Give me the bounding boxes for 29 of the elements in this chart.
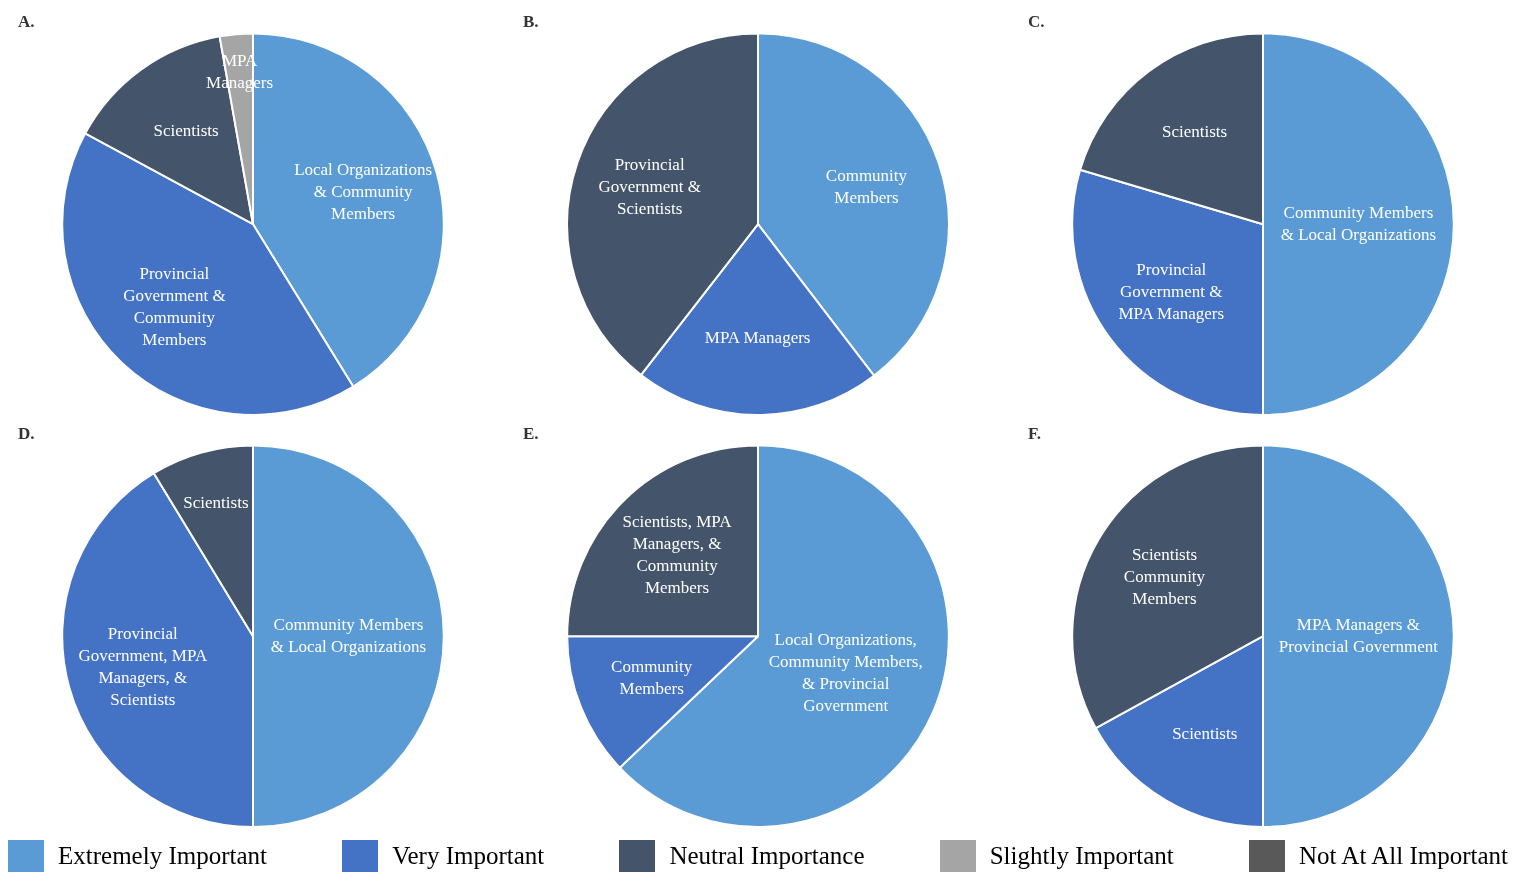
slice-label: Provincial Government & MPA Managers	[1118, 260, 1225, 324]
slice-label: Provincial Government & Scientists	[598, 154, 701, 218]
slice-label: Scientists Community Members	[1123, 545, 1206, 609]
slice-label: Community Members	[825, 165, 908, 207]
slice-label: Local Organizations & Community Members	[294, 160, 433, 224]
category-label: Slightly Important	[989, 842, 1174, 870]
category-label: Extremely Important	[58, 842, 267, 870]
slice-label: Local Organizations, Community Members, & Provincial Government	[768, 630, 923, 716]
slice-label: Scientists	[153, 120, 219, 140]
slice-label: Scientists	[1172, 724, 1238, 744]
slice-label: Community Members	[611, 657, 693, 699]
category-label: Very Important	[392, 842, 545, 870]
chart-title: E.	[523, 423, 539, 443]
slice-label: Community Members & Local Organizations	[1280, 202, 1437, 244]
slice-label: Community Members & Local Organizations	[270, 614, 427, 656]
slice-label: Scientists, MPA Managers, & Community Members	[622, 511, 733, 597]
category-label: Not At All Important	[1298, 842, 1508, 870]
slice-label: Provincial Government, MPA Managers, & Scientists	[78, 623, 208, 709]
slice-label: MPA Managers & Provincial Government	[1278, 614, 1439, 656]
chart-title: F.	[1028, 423, 1042, 443]
slice-label: Scientists	[1161, 121, 1228, 141]
chart-title: C.	[1028, 11, 1045, 31]
slice-label: Provincial Government & Community Members	[123, 263, 226, 349]
slice-label: MPA Managers	[704, 328, 811, 348]
chart-title: B.	[523, 11, 539, 31]
slice-label: Scientists	[183, 493, 249, 513]
chart-title: D.	[18, 423, 35, 443]
category-label: Neutral Importance	[669, 842, 865, 870]
chart-title: A.	[18, 11, 35, 31]
